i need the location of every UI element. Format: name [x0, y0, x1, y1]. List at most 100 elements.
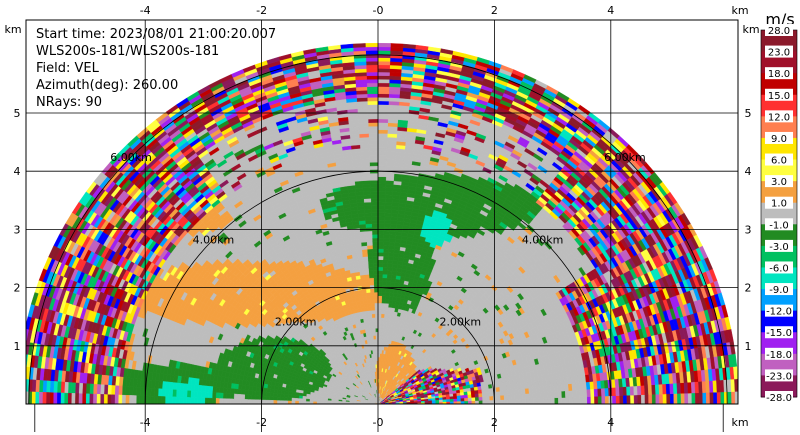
velocity-cell — [539, 392, 545, 399]
velocity-cell — [370, 295, 375, 300]
velocity-cell — [384, 212, 392, 218]
velocity-cell — [373, 288, 379, 293]
velocity-cell — [380, 309, 385, 315]
velocity-cell — [366, 245, 373, 250]
velocity-cell — [371, 216, 379, 221]
velocity-cell — [387, 263, 393, 268]
velocity-cell — [208, 391, 213, 399]
velocity-cell — [380, 317, 385, 322]
velocity-cell — [377, 288, 383, 293]
velocity-cell — [284, 393, 289, 398]
velocity-cell — [365, 223, 373, 228]
velocity-cell — [471, 393, 476, 398]
velocity-cell — [482, 399, 487, 404]
velocity-cell — [287, 397, 292, 402]
velocity-cell — [550, 397, 556, 404]
velocity-cell — [280, 400, 285, 404]
velocity-cell — [368, 313, 373, 319]
velocity-cell — [371, 223, 379, 228]
velocity-cell — [377, 216, 385, 221]
velocity-cell — [525, 398, 530, 404]
velocity-cell — [382, 263, 389, 268]
velocity-cell — [386, 274, 392, 279]
velocity-cell — [244, 394, 249, 400]
velocity-cell — [377, 270, 383, 275]
velocity-cell — [485, 395, 491, 401]
velocity-cell — [368, 273, 374, 279]
velocity-cell — [323, 399, 328, 403]
velocity-cell — [514, 398, 519, 404]
velocity-cell — [265, 395, 271, 401]
velocity-cell — [385, 292, 390, 297]
velocity-cell — [370, 201, 379, 206]
velocity-cell — [374, 313, 379, 318]
velocity-cell — [383, 313, 388, 319]
velocity-cell — [372, 252, 379, 257]
velocity-cell — [374, 324, 379, 329]
velocity-cell — [380, 335, 384, 340]
velocity-cell — [380, 313, 385, 318]
velocity-cell — [208, 397, 213, 404]
velocity-cell — [247, 394, 253, 400]
velocity-cell — [532, 392, 537, 399]
velocity-cell — [226, 393, 231, 400]
velocity-cell — [366, 237, 373, 243]
velocity-cell — [372, 331, 376, 336]
velocity-cell — [485, 399, 491, 404]
velocity-cell — [547, 397, 552, 404]
velocity-cell — [546, 391, 552, 399]
velocity-cell — [367, 302, 372, 308]
velocity-cell — [291, 397, 296, 402]
velocity-cell — [503, 394, 509, 400]
velocity-cell — [371, 234, 379, 239]
velocity-cell — [380, 324, 384, 329]
velocity-cell — [266, 388, 272, 393]
velocity-cell — [377, 313, 382, 318]
velocity-cell — [381, 302, 386, 308]
velocity-cell — [244, 399, 249, 404]
velocity-cell — [222, 398, 227, 404]
velocity-cell — [363, 201, 372, 207]
velocity-cell — [484, 388, 490, 393]
velocity-cell — [369, 281, 375, 286]
velocity-cell — [316, 399, 321, 403]
velocity-cell — [474, 396, 480, 401]
velocity-cell — [190, 390, 195, 398]
velocity-cell — [370, 208, 379, 214]
velocity-cell — [269, 399, 274, 404]
velocity-cell — [374, 320, 379, 325]
velocity-cell — [485, 392, 490, 397]
velocity-cell — [377, 234, 385, 239]
velocity-cell — [229, 398, 235, 404]
velocity-cell — [365, 234, 373, 239]
velocity-cell — [565, 397, 570, 404]
velocity-cell — [460, 397, 465, 402]
velocity-cell — [211, 392, 217, 399]
velocity-cell — [380, 328, 384, 333]
velocity-cell — [384, 299, 390, 304]
velocity-cell — [276, 396, 282, 401]
velocity-cell — [251, 399, 256, 404]
velocity-cell — [478, 400, 483, 404]
velocity-cell — [255, 390, 260, 396]
velocity-cell — [482, 396, 487, 401]
velocity-cell — [364, 277, 370, 283]
velocity-cell — [510, 389, 516, 395]
velocity-cell — [298, 398, 303, 402]
velocity-cell — [514, 393, 519, 400]
velocity-cell — [503, 390, 508, 396]
velocity-cell — [364, 212, 372, 218]
velocity-cell — [372, 241, 379, 246]
velocity-cell — [381, 306, 386, 311]
velocity-cell — [269, 392, 275, 397]
velocity-cell — [372, 266, 379, 271]
velocity-cell — [363, 270, 370, 276]
velocity-cell — [316, 401, 321, 404]
velocity-cell — [197, 397, 202, 404]
velocity-cell — [368, 277, 374, 282]
velocity-cell — [204, 391, 210, 399]
velocity-cell — [219, 392, 224, 399]
velocity-cell — [367, 259, 374, 264]
velocity-cell — [373, 281, 379, 286]
